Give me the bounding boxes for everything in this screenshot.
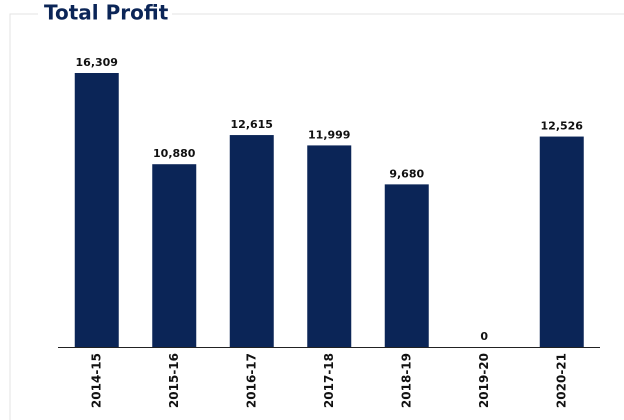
chart-title: Total Profit: [44, 1, 169, 25]
value-label: 9,680: [389, 167, 424, 180]
bar: [539, 136, 584, 347]
x-tick-label: 2015-16: [167, 353, 181, 408]
bar: [307, 145, 352, 347]
value-label: 12,615: [231, 118, 273, 131]
bar: [152, 164, 197, 347]
x-tick-label: 2017-18: [322, 353, 336, 408]
bar: [74, 73, 119, 347]
value-label: 11,999: [308, 128, 350, 141]
bar: [384, 184, 429, 347]
x-tick-label: 2016-17: [244, 353, 258, 408]
bar: [229, 135, 274, 347]
value-label: 16,309: [76, 56, 118, 69]
x-tick-label: 2014-15: [89, 353, 103, 408]
value-label: 10,880: [153, 147, 196, 160]
x-tick-label: 2019-20: [477, 353, 491, 408]
x-tick-label: 2020-21: [554, 353, 568, 408]
value-label: 0: [480, 330, 488, 343]
card-frame: [9, 13, 624, 420]
value-label: 12,526: [541, 120, 584, 133]
x-tick-label: 2018-19: [399, 353, 413, 408]
